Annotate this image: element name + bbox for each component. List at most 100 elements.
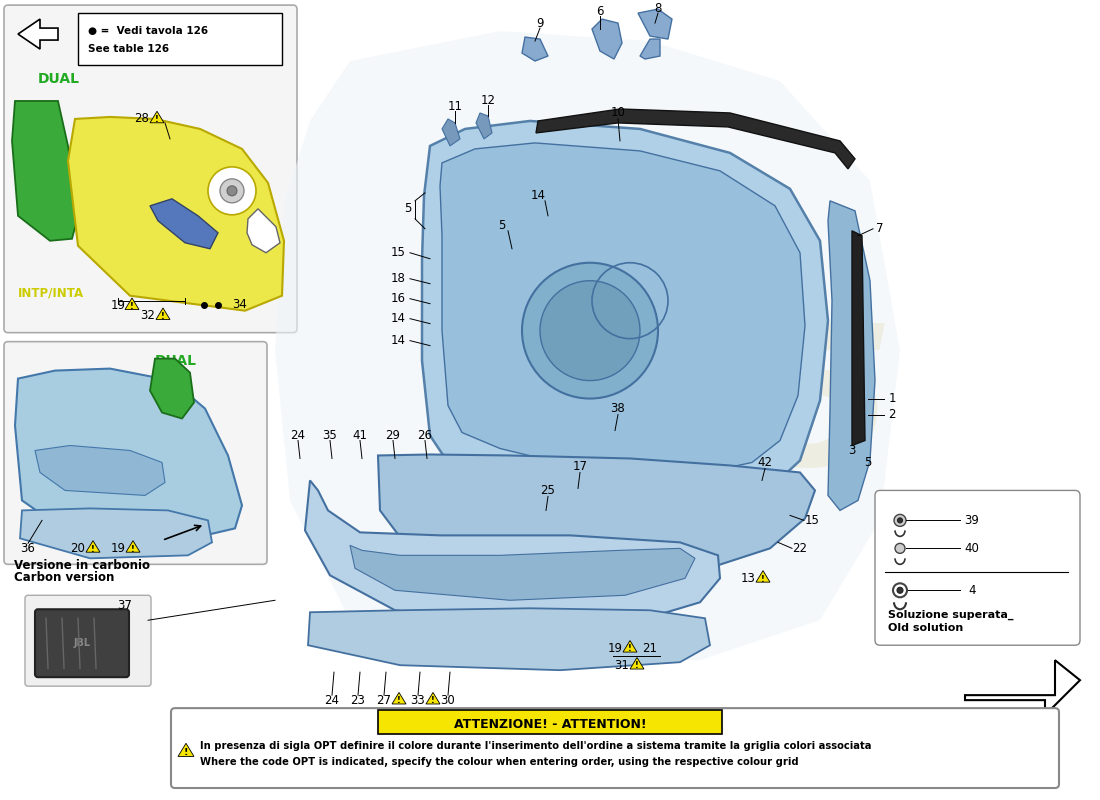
Text: 13: 13 [740, 572, 756, 585]
Polygon shape [442, 119, 460, 146]
Text: Versione in carbonio: Versione in carbonio [14, 559, 150, 572]
Text: !: ! [761, 574, 764, 583]
FancyBboxPatch shape [378, 710, 722, 734]
Text: 39: 39 [965, 514, 979, 527]
Text: 19: 19 [110, 299, 125, 312]
Text: 32: 32 [141, 309, 155, 322]
Text: 22: 22 [792, 542, 807, 555]
Text: ● =  Vedi tavola 126: ● = Vedi tavola 126 [88, 26, 208, 36]
Text: Where the code OPT is indicated, specify the colour when entering order, using t: Where the code OPT is indicated, specify… [200, 757, 799, 767]
Text: 2: 2 [889, 408, 895, 421]
FancyBboxPatch shape [170, 708, 1059, 788]
Text: 24: 24 [324, 694, 340, 706]
Circle shape [227, 186, 236, 196]
Circle shape [540, 281, 640, 381]
Polygon shape [20, 509, 212, 558]
Text: 35: 35 [322, 429, 338, 442]
Text: 18: 18 [390, 272, 406, 286]
Circle shape [893, 583, 907, 598]
Polygon shape [150, 111, 164, 122]
Polygon shape [623, 641, 637, 652]
Polygon shape [422, 121, 828, 501]
Text: 40: 40 [965, 542, 979, 555]
Text: 1: 1 [889, 392, 895, 405]
Circle shape [522, 262, 658, 398]
Text: 23: 23 [351, 694, 365, 706]
Text: !: ! [397, 696, 400, 706]
Text: !: ! [131, 545, 135, 554]
Text: 30: 30 [441, 694, 455, 706]
Text: 19: 19 [607, 642, 623, 654]
Polygon shape [68, 117, 284, 310]
Text: !: ! [184, 748, 188, 758]
Text: In presenza di sigla OPT definire il colore durante l'inserimento dell'ordine a : In presenza di sigla OPT definire il col… [200, 741, 871, 751]
Text: !: ! [635, 662, 639, 670]
Text: 19: 19 [110, 542, 125, 555]
Text: INTP/INTA: INTP/INTA [18, 286, 84, 299]
Text: DUAL: DUAL [39, 72, 80, 86]
Text: 28: 28 [134, 113, 150, 126]
Text: 38: 38 [610, 402, 626, 415]
Text: 20: 20 [70, 542, 86, 555]
Text: 5: 5 [865, 456, 871, 469]
Polygon shape [350, 546, 695, 600]
Polygon shape [156, 308, 170, 319]
Polygon shape [378, 454, 815, 582]
Polygon shape [392, 693, 406, 704]
Circle shape [208, 167, 256, 215]
Text: 5: 5 [405, 202, 411, 215]
Polygon shape [35, 446, 165, 495]
Text: Carbon version: Carbon version [14, 571, 114, 584]
Text: See table 126: See table 126 [88, 44, 169, 54]
Polygon shape [275, 31, 900, 660]
Polygon shape [248, 209, 280, 253]
FancyBboxPatch shape [4, 342, 267, 564]
Text: DUAL: DUAL [155, 354, 197, 368]
Text: 27: 27 [376, 694, 392, 706]
Text: 26: 26 [418, 429, 432, 442]
Text: !: ! [628, 645, 631, 654]
Text: 33: 33 [410, 694, 426, 706]
Polygon shape [178, 743, 194, 757]
Text: 85: 85 [625, 317, 895, 505]
Text: 8: 8 [654, 2, 662, 14]
Polygon shape [426, 693, 440, 704]
Text: 42: 42 [758, 456, 772, 469]
Text: !: ! [130, 302, 134, 311]
Text: 12: 12 [481, 94, 495, 107]
Text: partsouq: partsouq [568, 479, 793, 522]
Text: 9: 9 [537, 17, 543, 30]
Text: 41: 41 [352, 429, 367, 442]
Polygon shape [630, 658, 644, 669]
Text: 14: 14 [390, 334, 406, 347]
Text: 36: 36 [21, 542, 35, 555]
Polygon shape [125, 298, 139, 310]
Circle shape [894, 514, 906, 526]
Polygon shape [305, 481, 720, 626]
Text: 15: 15 [804, 514, 820, 527]
Text: 24: 24 [290, 429, 306, 442]
Text: !: ! [161, 312, 165, 321]
Text: !: ! [91, 545, 95, 554]
Text: Soluzione superata_: Soluzione superata_ [888, 610, 1013, 620]
Text: Old solution: Old solution [888, 623, 964, 634]
Polygon shape [18, 19, 58, 49]
Polygon shape [308, 608, 710, 670]
Polygon shape [852, 230, 865, 446]
FancyBboxPatch shape [35, 610, 129, 677]
Polygon shape [828, 201, 874, 510]
Polygon shape [592, 19, 622, 59]
Circle shape [220, 179, 244, 203]
Text: 31: 31 [615, 658, 629, 672]
Text: 25: 25 [540, 484, 556, 497]
Text: 34: 34 [232, 298, 248, 311]
Text: 17: 17 [572, 460, 587, 473]
FancyBboxPatch shape [874, 490, 1080, 646]
Text: !: ! [155, 115, 158, 124]
Text: 37: 37 [118, 598, 132, 612]
Polygon shape [126, 541, 140, 552]
Circle shape [898, 518, 902, 523]
Text: 7: 7 [877, 222, 883, 235]
Polygon shape [476, 113, 492, 139]
Text: 16: 16 [390, 292, 406, 305]
